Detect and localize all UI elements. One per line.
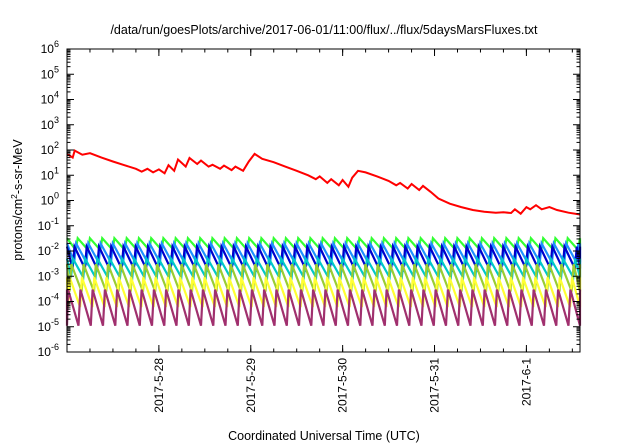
series-line xyxy=(65,239,582,267)
x-axis-label: Coordinated Universal Time (UTC) xyxy=(228,429,420,443)
y-tick-label: 103 xyxy=(41,115,59,132)
y-tick-label: 10-2 xyxy=(38,241,59,258)
y-tick-label: 10-4 xyxy=(38,292,59,309)
y-tick-label: 101 xyxy=(41,165,59,182)
y-axis-label-rest: -s-sr-MeV xyxy=(11,139,25,195)
series-layer xyxy=(65,149,582,327)
series-line xyxy=(66,149,581,216)
y-axis-label-unit: protons/cm xyxy=(11,199,25,261)
y-axis-label: protons/cm2-s-sr-MeV xyxy=(9,139,25,261)
x-tick-label: 2017-5-31 xyxy=(428,358,442,413)
y-tick-label: 106 xyxy=(41,39,59,56)
chart-title: /data/run/goesPlots/archive/2017-06-01/1… xyxy=(110,23,538,37)
x-tick-label: 2017-5-29 xyxy=(244,358,258,413)
y-tick-label: 104 xyxy=(41,90,59,107)
x-tick-label: 2017-5-30 xyxy=(336,358,350,413)
y-tick-label: 10-5 xyxy=(38,317,59,334)
y-axis-label-exponent: 2 xyxy=(9,194,19,199)
x-tick-label: 2017-5-28 xyxy=(152,358,166,413)
x-axis-ticks: 2017-5-28 2017-5-29 2017-5-30 2017-5-31 2017… xyxy=(66,49,573,413)
y-tick-label: 102 xyxy=(41,140,59,157)
y-tick-label: 10-3 xyxy=(38,266,59,283)
x-tick-label: 2017-6-1 xyxy=(519,358,533,406)
series-line xyxy=(65,289,582,327)
y-tick-label: 10-6 xyxy=(38,342,59,359)
y-axis-ticks: 10-6 10-5 10-4 10-3 10-2 10-1 100 101 102 103 104 1… xyxy=(38,39,580,359)
y-tick-label: 10-1 xyxy=(38,216,59,233)
y-tick-label: 105 xyxy=(41,64,59,81)
y-tick-label: 100 xyxy=(41,191,59,208)
